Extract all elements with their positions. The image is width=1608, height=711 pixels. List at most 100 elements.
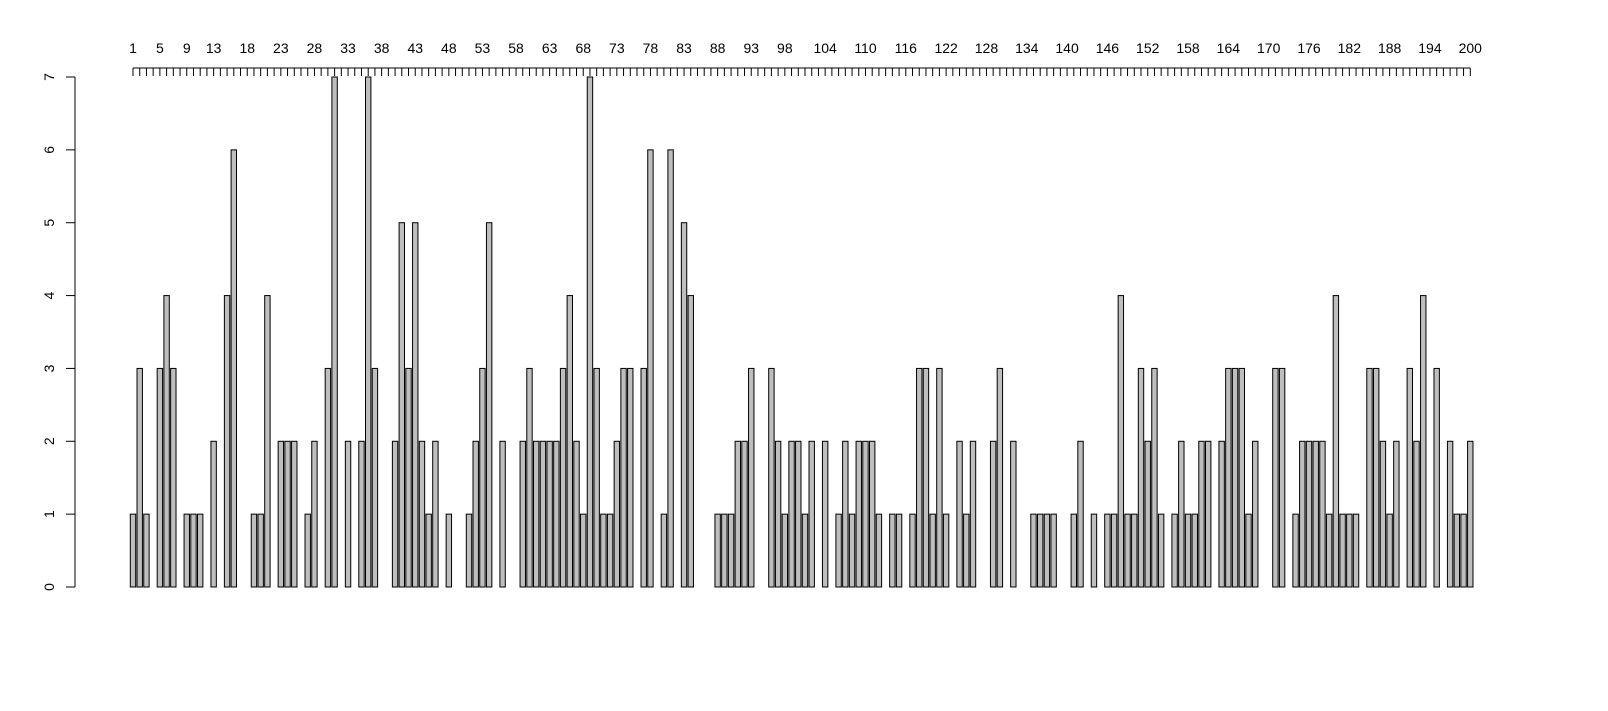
bar bbox=[573, 440, 580, 588]
x-tick-label: 73 bbox=[609, 40, 625, 56]
x-tick-label: 5 bbox=[156, 40, 164, 56]
bar bbox=[1184, 513, 1192, 588]
bar bbox=[640, 367, 647, 588]
bar bbox=[284, 440, 291, 588]
bar bbox=[996, 367, 1004, 588]
bar bbox=[136, 367, 143, 588]
x-tick-label: 188 bbox=[1378, 40, 1402, 56]
bar bbox=[795, 440, 802, 588]
bar bbox=[748, 367, 755, 588]
x-tick-label: 98 bbox=[777, 40, 793, 56]
x-tick-label: 170 bbox=[1257, 40, 1281, 56]
bar bbox=[660, 513, 668, 588]
bar bbox=[835, 513, 842, 588]
bar bbox=[1137, 367, 1145, 588]
y-tick-label: 0 bbox=[41, 583, 57, 591]
y-tick-label: 2 bbox=[41, 437, 57, 445]
bar bbox=[1433, 367, 1440, 588]
bar bbox=[586, 76, 594, 588]
bar bbox=[687, 295, 694, 588]
bar bbox=[942, 513, 950, 588]
bar bbox=[620, 367, 627, 588]
bar bbox=[291, 440, 298, 588]
bar bbox=[1238, 367, 1245, 588]
x-tick-label: 200 bbox=[1459, 40, 1483, 56]
bar bbox=[1131, 513, 1138, 588]
bar bbox=[1037, 513, 1044, 588]
bar bbox=[1332, 295, 1340, 588]
bar bbox=[862, 440, 869, 588]
bar bbox=[1225, 367, 1232, 588]
bar bbox=[936, 367, 943, 588]
bar bbox=[553, 440, 560, 588]
bar bbox=[1070, 513, 1077, 588]
bar bbox=[1393, 440, 1400, 588]
bar bbox=[1453, 513, 1461, 588]
y-tick-label: 5 bbox=[41, 219, 57, 227]
bar bbox=[1050, 513, 1057, 588]
bar bbox=[1157, 513, 1165, 588]
bar bbox=[1171, 513, 1178, 588]
x-tick-label: 9 bbox=[183, 40, 191, 56]
bar bbox=[842, 440, 849, 588]
bar bbox=[1346, 513, 1353, 588]
bar bbox=[593, 367, 600, 588]
x-tick-label: 1 bbox=[129, 40, 137, 56]
bar bbox=[889, 513, 896, 588]
bar bbox=[539, 440, 547, 588]
bar bbox=[1319, 440, 1326, 588]
bar bbox=[1252, 440, 1259, 588]
bar bbox=[1104, 513, 1111, 588]
bar bbox=[472, 440, 479, 588]
bar bbox=[405, 367, 412, 588]
bar bbox=[1205, 440, 1212, 588]
x-tick-label: 43 bbox=[407, 40, 423, 56]
bar bbox=[210, 440, 217, 588]
bar bbox=[1460, 513, 1467, 588]
bar bbox=[365, 76, 372, 588]
bar bbox=[465, 513, 473, 588]
bar bbox=[895, 513, 903, 588]
bar bbox=[721, 513, 728, 588]
bar bbox=[1117, 295, 1125, 588]
x-tick-label: 53 bbox=[475, 40, 491, 56]
bar bbox=[1312, 440, 1319, 588]
bar bbox=[768, 367, 775, 588]
bar bbox=[143, 513, 150, 588]
bar bbox=[304, 513, 311, 588]
bar bbox=[580, 513, 587, 588]
x-tick-label: 93 bbox=[743, 40, 759, 56]
x-tick-label: 38 bbox=[374, 40, 390, 56]
bar bbox=[277, 440, 285, 588]
bar bbox=[559, 367, 567, 588]
x-tick-label: 152 bbox=[1136, 40, 1160, 56]
bar bbox=[1178, 440, 1185, 588]
bar bbox=[741, 440, 748, 588]
x-tick-label: 104 bbox=[813, 40, 837, 56]
bar bbox=[1231, 367, 1239, 588]
bar bbox=[391, 440, 399, 588]
bar bbox=[1379, 440, 1387, 588]
bar bbox=[680, 222, 688, 588]
bar bbox=[1325, 513, 1333, 588]
bar bbox=[1413, 440, 1420, 588]
x-tick-label: 140 bbox=[1055, 40, 1079, 56]
bar bbox=[788, 440, 795, 588]
bar bbox=[1299, 440, 1306, 588]
bar bbox=[848, 513, 856, 588]
bar bbox=[1373, 367, 1380, 588]
x-tick-label: 13 bbox=[206, 40, 222, 56]
bar bbox=[606, 513, 614, 588]
bar bbox=[1090, 513, 1098, 588]
y-tick-label: 3 bbox=[41, 364, 57, 372]
bar bbox=[398, 222, 406, 588]
bar bbox=[869, 440, 876, 588]
bar bbox=[190, 513, 197, 588]
bar bbox=[197, 513, 204, 588]
bar bbox=[1245, 513, 1252, 588]
bar bbox=[1420, 295, 1427, 588]
bar bbox=[801, 513, 809, 588]
bar bbox=[875, 513, 883, 588]
bar bbox=[1198, 440, 1205, 588]
x-tick-label: 128 bbox=[975, 40, 999, 56]
